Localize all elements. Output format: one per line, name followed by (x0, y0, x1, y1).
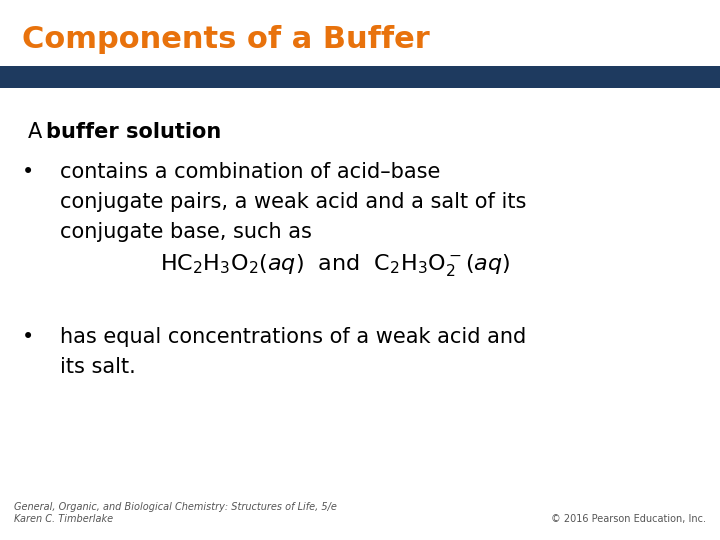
Text: •: • (22, 162, 35, 182)
Text: © 2016 Pearson Education, Inc.: © 2016 Pearson Education, Inc. (551, 514, 706, 524)
Bar (0, 66, 720, 88)
Text: buffer solution: buffer solution (46, 122, 221, 142)
Text: conjugate base, such as: conjugate base, such as (60, 222, 312, 242)
Text: conjugate pairs, a weak acid and a salt of its: conjugate pairs, a weak acid and a salt … (60, 192, 526, 212)
Text: contains a combination of acid–base: contains a combination of acid–base (60, 162, 441, 182)
Text: $\mathregular{HC_2H_3O_2}$($\mathit{aq}$)  and  $\mathregular{C_2H_3O_2^-}$($\ma: $\mathregular{HC_2H_3O_2}$($\mathit{aq}$… (160, 252, 510, 278)
Text: General, Organic, and Biological Chemistry: Structures of Life, 5/e
Karen C. Tim: General, Organic, and Biological Chemist… (14, 502, 337, 524)
Text: Components of a Buffer: Components of a Buffer (22, 25, 430, 54)
Text: its salt.: its salt. (60, 357, 136, 377)
Text: has equal concentrations of a weak acid and: has equal concentrations of a weak acid … (60, 327, 526, 347)
Text: A: A (28, 122, 49, 142)
Text: •: • (22, 327, 35, 347)
